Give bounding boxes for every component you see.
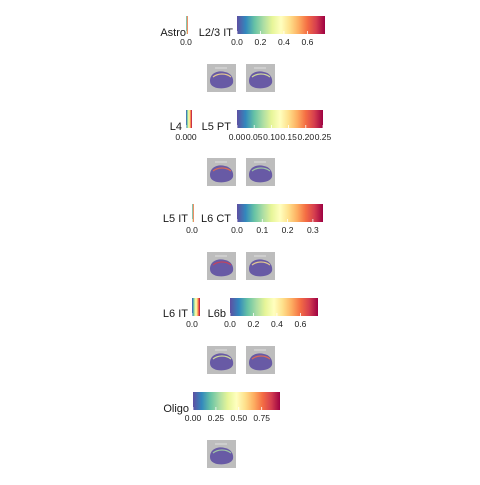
colorbar <box>237 110 323 128</box>
colorbar-tick-label: 0.0 <box>224 319 236 329</box>
spatial-map-thumbnail <box>207 252 236 280</box>
panel-title: L5 PT <box>202 121 232 133</box>
expression-highlight <box>212 167 232 172</box>
expression-highlight <box>251 73 271 78</box>
expression-highlight <box>251 355 271 360</box>
colorbar <box>193 392 280 410</box>
spatial-map-thumbnail <box>246 64 275 92</box>
colorbar-tick-label: 0.3 <box>307 225 319 235</box>
panel-title: L6 CT <box>201 213 231 225</box>
colorbar-tick-label: 0.25 <box>315 132 332 142</box>
colorbar-panel: L5 IT0.0 <box>163 204 198 235</box>
spatial-map-thumbnail <box>246 158 275 186</box>
spatial-map-thumbnail <box>207 64 236 92</box>
colorbar <box>230 298 318 316</box>
colorbar-tick-label: 0.25 <box>208 413 225 423</box>
expression-highlight <box>212 73 232 78</box>
spatial-map-thumbnail <box>207 346 236 374</box>
colorbar-tick-label: 0.50 <box>231 413 248 423</box>
colorbar-tick-label: 0.1 <box>256 225 268 235</box>
colorbar-panel: L6 IT0.0 <box>163 298 200 329</box>
panel-title: L4 <box>170 121 182 133</box>
panel-title: L6b <box>208 308 226 320</box>
colorbar-tick-label: 0.20 <box>298 132 315 142</box>
colorbar-tick-label: 0.00 <box>185 413 202 423</box>
panel-title: Oligo <box>163 403 189 415</box>
colorbar-tick-label: 0.000 <box>175 132 197 142</box>
panel-title: L2/3 IT <box>199 27 234 39</box>
colorbar <box>192 298 200 316</box>
colorbar <box>237 16 325 34</box>
spatial-map-thumbnail <box>207 158 236 186</box>
colorbar-panel: L5 PT0.00 0.05 0.10 0.15 0.20 0.25 <box>202 110 332 142</box>
colorbar <box>192 204 194 222</box>
colorbar-tick-label: 0.15 <box>280 132 297 142</box>
colorbar <box>186 16 188 34</box>
colorbar-tick-label: 0.10 <box>263 132 280 142</box>
colorbar-tick-label: 0.0 <box>186 225 198 235</box>
panel-title: L5 IT <box>163 213 188 225</box>
spatial-map-thumbnail <box>207 440 236 468</box>
spatial-map-thumbnail <box>246 346 275 374</box>
expression-highlight <box>212 355 232 360</box>
colorbar-tick-label: 0.4 <box>271 319 283 329</box>
colorbar-tick-label: 0.2 <box>255 37 267 47</box>
colorbar-panel: L2/3 IT0.0 0.2 0.4 0.6 <box>199 16 325 47</box>
colorbar-tick-label: 0.00 <box>229 132 246 142</box>
colorbar-tick-label: 0.6 <box>301 37 313 47</box>
colorbar-tick-label: 0.2 <box>282 225 294 235</box>
colorbar-tick-label: 0.05 <box>246 132 263 142</box>
colorbar-tick-label: 0.75 <box>253 413 270 423</box>
colorbar-tick-label: 0.0 <box>231 225 243 235</box>
colorbar <box>186 110 192 128</box>
colorbar-tick-label: 0.0 <box>186 319 198 329</box>
colorbar-tick-label: 0.0 <box>180 37 192 47</box>
colorbar-tick-label: 0.0 <box>231 37 243 47</box>
expression-highlight <box>212 261 232 266</box>
colorbar-panel: L40.000 <box>170 110 197 142</box>
colorbar-tick-label: 0.4 <box>278 37 290 47</box>
colorbar-tick-label: 0.2 <box>248 319 260 329</box>
spatial-map-thumbnail <box>246 252 275 280</box>
colorbar-tick-label: 0.6 <box>294 319 306 329</box>
colorbar-panel: L6 CT0.0 0.1 0.2 0.3 <box>201 204 323 235</box>
colorbar <box>237 204 323 222</box>
panel-title: Astro <box>160 27 186 39</box>
panel-title: L6 IT <box>163 308 188 320</box>
expression-highlight <box>251 261 271 266</box>
expression-highlight <box>212 449 232 454</box>
expression-highlight <box>251 167 271 172</box>
